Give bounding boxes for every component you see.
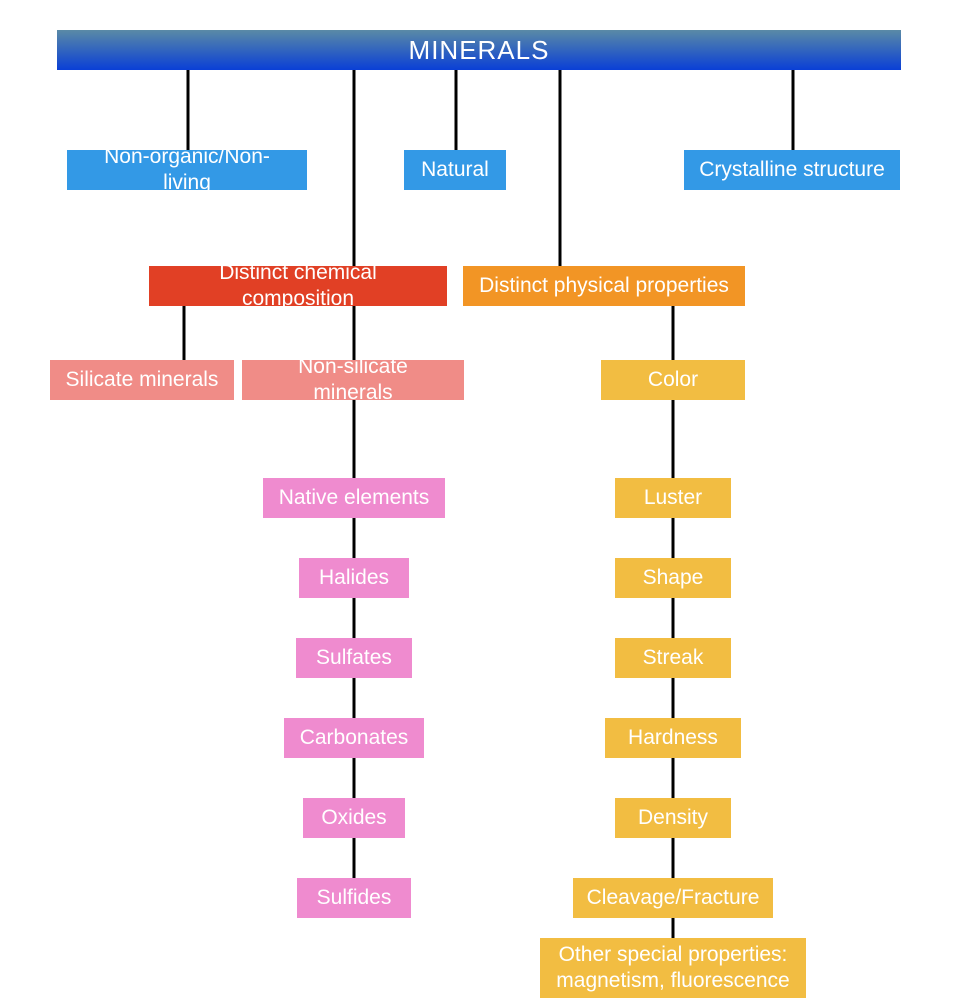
- node-halides: Halides: [299, 558, 409, 598]
- node-physprop: Distinct physical properties: [463, 266, 745, 306]
- node-shape: Shape: [615, 558, 731, 598]
- node-silicate: Silicate minerals: [50, 360, 234, 400]
- node-luster: Luster: [615, 478, 731, 518]
- node-cleavage: Cleavage/Fracture: [573, 878, 773, 918]
- node-special: Other special properties: magnetism, flu…: [540, 938, 806, 998]
- minerals-tree-diagram: MINERALS Non-organic/Non-living Natural Cry…: [0, 0, 955, 1000]
- node-color: Color: [601, 360, 745, 400]
- node-sulfides: Sulfides: [297, 878, 411, 918]
- node-nonsilicate: Non-silicate minerals: [242, 360, 464, 400]
- node-streak: Streak: [615, 638, 731, 678]
- node-natural: Natural: [404, 150, 506, 190]
- node-carbonates: Carbonates: [284, 718, 424, 758]
- node-native: Native elements: [263, 478, 445, 518]
- node-crystalline: Crystalline structure: [684, 150, 900, 190]
- node-nonorganic: Non-organic/Non-living: [67, 150, 307, 190]
- node-density: Density: [615, 798, 731, 838]
- node-root: MINERALS: [57, 30, 901, 70]
- node-chemcomp: Distinct chemical composition: [149, 266, 447, 306]
- node-hardness: Hardness: [605, 718, 741, 758]
- node-oxides: Oxides: [303, 798, 405, 838]
- node-sulfates: Sulfates: [296, 638, 412, 678]
